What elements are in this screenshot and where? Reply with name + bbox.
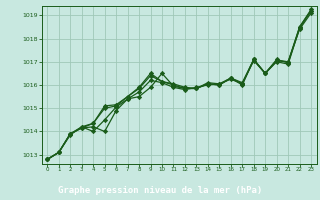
Text: Graphe pression niveau de la mer (hPa): Graphe pression niveau de la mer (hPa) [58, 186, 262, 195]
